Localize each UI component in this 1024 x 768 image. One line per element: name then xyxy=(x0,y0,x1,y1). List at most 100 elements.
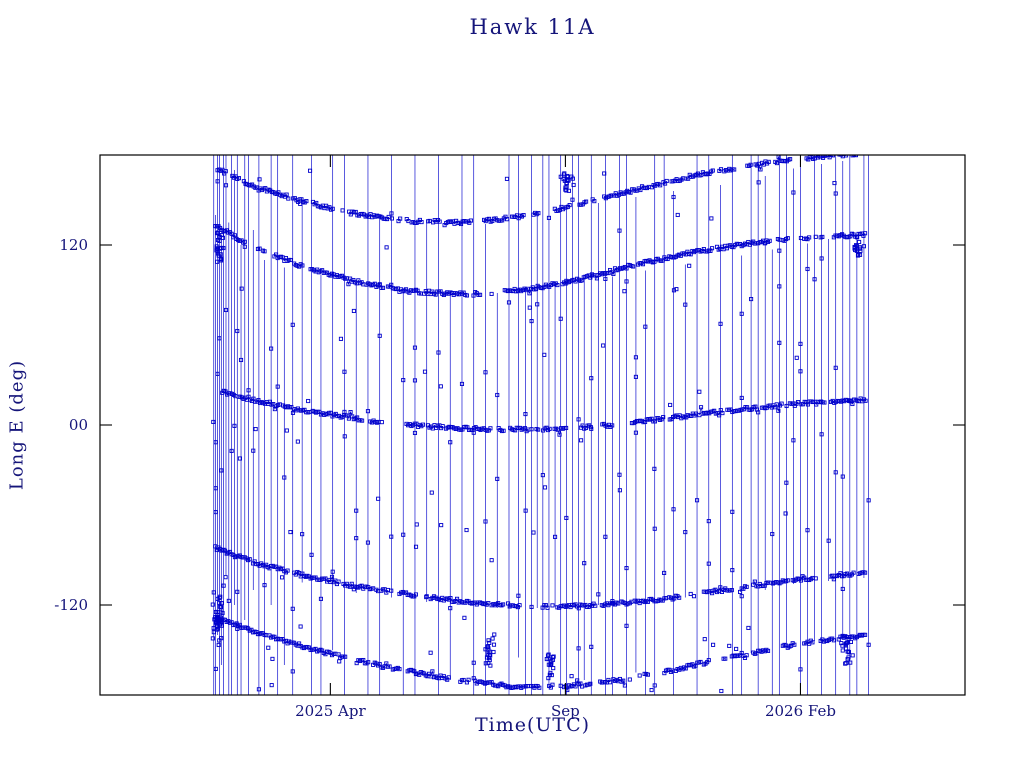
data-marker xyxy=(779,401,784,406)
data-marker xyxy=(211,630,216,635)
marker-layer xyxy=(210,155,871,694)
data-marker xyxy=(546,662,551,667)
data-marker xyxy=(805,528,810,533)
data-marker xyxy=(478,292,483,297)
data-marker xyxy=(377,333,382,338)
data-marker xyxy=(488,663,493,668)
data-marker xyxy=(300,532,305,537)
data-marker xyxy=(282,475,287,480)
data-marker xyxy=(238,357,244,363)
chart-title: Hawk 11A xyxy=(469,15,596,39)
data-marker xyxy=(529,604,534,609)
data-marker xyxy=(506,300,512,305)
data-marker xyxy=(833,365,838,370)
data-marker xyxy=(214,244,219,249)
data-marker xyxy=(820,234,825,239)
data-marker xyxy=(229,448,234,453)
data-marker xyxy=(677,595,682,600)
data-marker xyxy=(440,424,445,429)
data-marker xyxy=(464,293,469,298)
data-marker xyxy=(833,470,838,475)
data-marker xyxy=(744,653,749,658)
data-marker xyxy=(365,409,371,414)
data-marker xyxy=(691,594,697,599)
data-marker xyxy=(588,425,593,430)
data-layer xyxy=(210,155,871,695)
data-marker xyxy=(413,544,419,549)
data-marker xyxy=(290,669,295,674)
data-marker xyxy=(850,401,855,407)
data-marker xyxy=(833,191,838,196)
data-marker xyxy=(718,321,723,326)
data-marker xyxy=(504,176,510,181)
data-marker xyxy=(584,199,589,204)
data-marker xyxy=(570,197,575,202)
data-marker xyxy=(547,426,552,431)
data-marker xyxy=(813,234,818,239)
data-marker xyxy=(213,486,218,491)
data-marker xyxy=(384,245,389,250)
data-marker xyxy=(550,603,555,608)
data-marker xyxy=(555,282,560,288)
data-marker xyxy=(468,218,473,223)
data-marker xyxy=(796,400,801,405)
data-marker xyxy=(688,591,693,597)
data-marker xyxy=(401,532,406,537)
data-marker xyxy=(668,402,673,408)
data-marker xyxy=(810,640,815,645)
data-marker xyxy=(652,466,657,471)
data-marker xyxy=(387,664,392,669)
data-marker xyxy=(284,192,289,197)
data-marker xyxy=(754,407,760,412)
band-polyline xyxy=(782,237,788,242)
data-marker xyxy=(545,605,550,610)
data-marker xyxy=(596,592,601,597)
data-marker xyxy=(270,656,275,661)
band-polyline xyxy=(585,683,591,686)
data-marker xyxy=(389,534,394,539)
band-polyline xyxy=(533,212,539,215)
data-marker xyxy=(413,592,418,597)
data-marker xyxy=(766,159,771,164)
data-marker xyxy=(211,590,216,595)
data-marker xyxy=(517,603,522,608)
data-marker xyxy=(219,619,224,624)
data-marker xyxy=(851,570,856,575)
data-marker xyxy=(215,596,220,601)
data-marker xyxy=(215,179,220,184)
data-marker xyxy=(531,530,536,535)
data-marker xyxy=(213,510,218,515)
data-marker xyxy=(576,606,581,611)
data-marker xyxy=(330,569,335,574)
data-marker xyxy=(857,239,862,245)
data-marker xyxy=(698,405,704,410)
data-marker xyxy=(397,667,402,672)
data-marker xyxy=(794,355,799,360)
data-marker xyxy=(354,536,359,541)
data-marker xyxy=(523,412,528,417)
data-marker xyxy=(848,660,853,665)
data-marker xyxy=(739,594,744,599)
data-marker xyxy=(564,425,569,431)
data-marker xyxy=(542,485,548,490)
band-polyline xyxy=(554,204,570,212)
connecting-lines xyxy=(213,155,869,695)
data-marker xyxy=(212,617,217,622)
data-marker xyxy=(863,231,868,236)
data-marker xyxy=(308,168,313,173)
data-marker xyxy=(603,534,608,539)
data-marker xyxy=(235,626,240,631)
tick-marks xyxy=(100,155,965,695)
data-marker xyxy=(290,606,295,611)
data-marker xyxy=(379,420,384,425)
data-marker xyxy=(428,650,433,655)
data-marker xyxy=(338,336,344,341)
data-marker xyxy=(783,511,788,516)
data-marker xyxy=(214,231,220,236)
data-marker xyxy=(422,369,428,374)
data-marker xyxy=(219,468,224,473)
data-marker xyxy=(219,256,224,261)
data-marker xyxy=(855,253,861,258)
data-marker xyxy=(351,308,356,314)
data-marker xyxy=(464,527,469,533)
